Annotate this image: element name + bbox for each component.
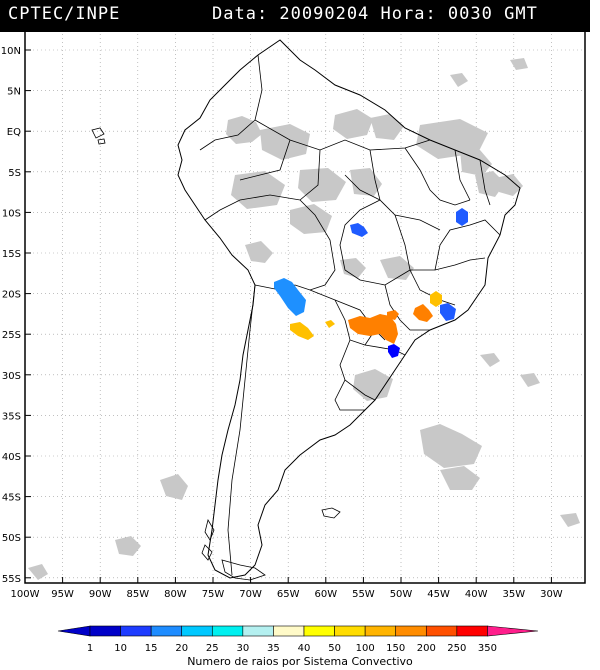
lon-label: 70W (239, 589, 262, 600)
system-santa-catarina (388, 344, 400, 358)
system-goias (350, 223, 368, 237)
system-small-yellow (325, 320, 335, 328)
lat-label: 45S (2, 493, 21, 504)
system-sao-paulo-parana (348, 314, 398, 344)
system-minas (430, 291, 442, 307)
source-label: CPTEC/INPE (8, 4, 121, 24)
lat-label: 50S (2, 533, 21, 544)
lon-label: 40W (465, 589, 488, 600)
lat-label: 20S (2, 290, 21, 301)
lat-label: 35S (2, 411, 21, 422)
lon-label: 85W (126, 589, 149, 600)
lat-label: 40S (2, 452, 21, 463)
lon-label: 80W (164, 589, 187, 600)
lon-label: 75W (202, 589, 225, 600)
lon-label: 35W (502, 589, 525, 600)
system-small-orange (387, 310, 399, 320)
system-bahia (456, 208, 468, 226)
lat-label: 10N (1, 46, 21, 57)
system-bolivia (274, 278, 306, 316)
legend-title: Numero de raios por Sistema Convectivo (187, 655, 413, 668)
lon-label: 90W (89, 589, 112, 600)
south-america-outline (177, 39, 521, 579)
map-frame (24, 29, 586, 584)
galapagos-islands (91, 127, 106, 145)
lon-label: 50W (390, 589, 413, 600)
system-rio (440, 303, 456, 321)
datetime-label: Data: 20090204 Hora: 0030 GMT (212, 4, 538, 24)
header-bar: CPTEC/INPE Data: 20090204 Hora: 0030 GMT (0, 0, 590, 32)
lat-label: 5N (7, 87, 21, 98)
lat-label: 10S (2, 208, 21, 219)
latitude-labels: 10N 5N EQ 5S 10S 15S 20S 25S 30S 35S 40S 45S 50S 55S (1, 46, 21, 585)
lon-label: 95W (51, 589, 74, 600)
longitude-labels: 100W 95W 90W 85W 80W 75W 70W 65W 60W 55W 50W 45W 40W… (11, 589, 563, 600)
lat-label: 25S (2, 330, 21, 341)
lon-label: 45W (427, 589, 450, 600)
lon-label: 55W (352, 589, 375, 600)
cloud-cover (28, 58, 580, 580)
lon-label: 65W (277, 589, 300, 600)
convective-systems (274, 208, 468, 358)
lat-label: 5S (8, 168, 21, 179)
lon-label: 100W (11, 589, 40, 600)
lat-label: 15S (2, 249, 21, 260)
system-paraguay-argentina (290, 322, 314, 340)
lat-label: 55S (2, 574, 21, 585)
system-minas-orange (413, 304, 433, 322)
tierra-del-fuego (201, 518, 266, 581)
lat-label: EQ (7, 127, 21, 138)
falkland-islands (321, 507, 341, 519)
lat-label: 30S (2, 371, 21, 382)
lon-label: 30W (540, 589, 563, 600)
lon-label: 60W (314, 589, 337, 600)
